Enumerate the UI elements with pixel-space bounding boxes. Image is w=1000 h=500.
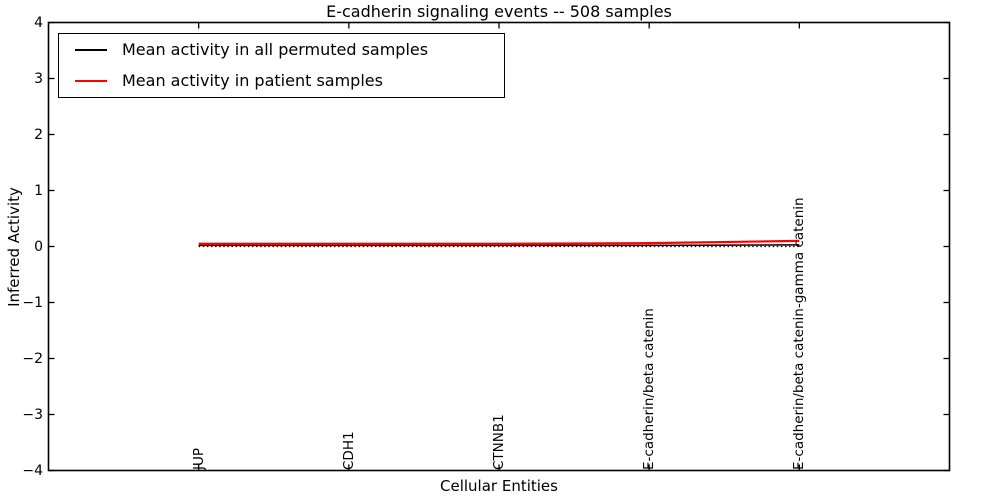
y-tick-label: −2 (22, 350, 43, 367)
x-tick-label: E-cadherin/beta catenin (641, 307, 658, 470)
y-tick-label: −3 (22, 406, 43, 423)
x-tick-label: JUP (190, 447, 207, 470)
x-tick-label: CTNNB1 (491, 413, 507, 470)
patient-line-swatch (75, 80, 107, 82)
patient-mean-line (198, 239, 800, 245)
x-tick-label: CDH1 (340, 430, 357, 470)
permuted-mean-line (198, 244, 800, 247)
x-tick-label: E-cadherin/beta catenin-gamma catenin (791, 196, 808, 470)
y-tick-label: −1 (22, 294, 43, 311)
y-tick-label: 4 (34, 14, 43, 31)
legend-label-permuted: Mean activity in all permuted samples (122, 40, 429, 59)
permuted-line-swatch (75, 49, 107, 51)
y-tick-label: −4 (22, 462, 43, 479)
y-tick-label: 0 (34, 238, 43, 255)
legend-entry-permuted: Mean activity in all permuted samples (59, 35, 504, 66)
legend-entry-patient: Mean activity in patient samples (59, 66, 504, 97)
legend-label-patient: Mean activity in patient samples (122, 71, 383, 90)
chart-title: E-cadherin signaling events -- 508 sampl… (326, 2, 672, 21)
x-axis-label: Cellular Entities (440, 477, 558, 495)
y-tick-label: 1 (34, 182, 43, 199)
legend: Mean activity in all permuted samples Me… (58, 33, 505, 98)
y-tick-label: 2 (34, 126, 43, 143)
y-tick-label: 3 (34, 70, 43, 87)
